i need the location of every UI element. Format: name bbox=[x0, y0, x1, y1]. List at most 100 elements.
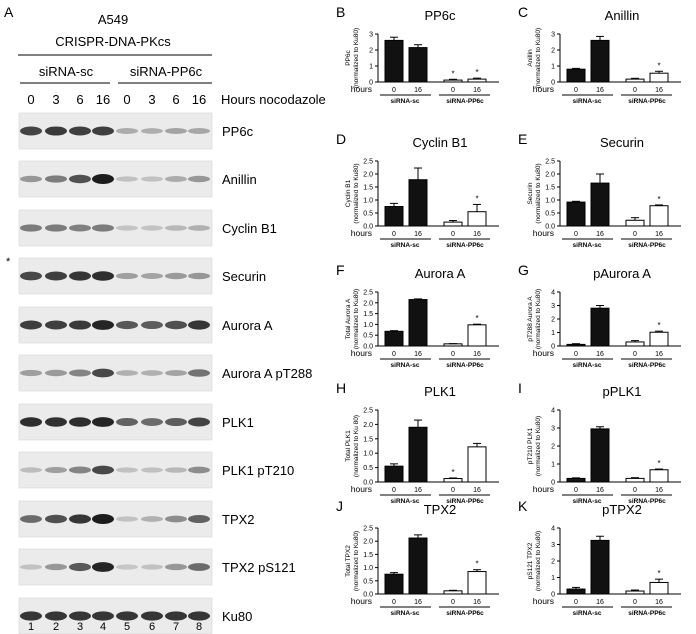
cell-line-label: A549 bbox=[98, 12, 128, 27]
significance-star: * bbox=[475, 314, 478, 323]
blot-band bbox=[165, 515, 187, 523]
blot-band bbox=[45, 417, 67, 427]
bar bbox=[443, 478, 463, 483]
y-tick-label: 4 bbox=[551, 408, 555, 415]
blot-band bbox=[188, 128, 210, 134]
y-tick-label: 1.5 bbox=[363, 185, 373, 192]
y-tick-label: 1.5 bbox=[545, 185, 555, 192]
blot-band bbox=[92, 368, 114, 378]
y-axis-label-line: PP6c bbox=[345, 49, 352, 65]
y-tick-label: 2 bbox=[369, 48, 373, 55]
chart-title: PP6c bbox=[424, 8, 456, 23]
x-tick-label: 16 bbox=[655, 351, 663, 358]
timepoint-label: 6 bbox=[172, 92, 179, 107]
y-axis-label-line: pS121 TPX2 bbox=[527, 542, 534, 579]
bar bbox=[590, 539, 610, 595]
y-tick-label: 0.5 bbox=[363, 333, 373, 340]
y-axis-label-line: (normalized to Ku80) bbox=[535, 163, 542, 223]
blot-label: Securin bbox=[222, 269, 266, 284]
timepoint-label: 3 bbox=[148, 92, 155, 107]
bar bbox=[649, 581, 669, 595]
blot-band bbox=[141, 225, 163, 231]
blot-band bbox=[116, 320, 138, 330]
y-axis-label: pS121 TPX2(normalized to Ku80) bbox=[527, 531, 542, 591]
bar bbox=[384, 330, 404, 347]
y-axis-label: Total Aurora A(normalized to Ku80) bbox=[345, 289, 360, 349]
y-axis-label: Cyclin B1(normalized to Ku80) bbox=[345, 163, 360, 223]
blot-band bbox=[165, 176, 187, 182]
blot-band bbox=[165, 369, 187, 377]
x-group-label: siRNA-sc bbox=[391, 362, 420, 369]
blot-band bbox=[141, 370, 163, 376]
y-axis-label: PP6c(normalized to Ku80) bbox=[345, 28, 360, 88]
bar bbox=[590, 428, 610, 483]
blot-band bbox=[20, 611, 42, 621]
x-group-label: siRNA-sc bbox=[391, 242, 420, 249]
blot-band bbox=[92, 417, 114, 427]
blot-band bbox=[188, 611, 210, 621]
significance-star: * bbox=[657, 569, 660, 578]
blot-band bbox=[45, 611, 67, 621]
significance-star: * bbox=[451, 69, 454, 78]
blot-label: TPX2 bbox=[222, 512, 255, 527]
blot-band bbox=[20, 369, 42, 377]
x-tick-label: 0 bbox=[451, 351, 455, 358]
hours-label: hours bbox=[351, 84, 372, 94]
bar bbox=[649, 72, 669, 83]
blot-strip bbox=[18, 451, 213, 489]
blot-band bbox=[141, 564, 163, 570]
x-tick-label: 0 bbox=[574, 487, 578, 494]
blot-band bbox=[92, 126, 114, 136]
blot-label: PLK1 bbox=[222, 415, 254, 430]
y-tick-label: 0.5 bbox=[545, 211, 555, 218]
bar bbox=[625, 477, 645, 483]
bar bbox=[408, 537, 428, 595]
blot-band bbox=[141, 516, 163, 522]
y-axis-label-line: pT210 PLK1 bbox=[527, 428, 534, 465]
x-group-label: siRNA-PP6c bbox=[628, 610, 666, 617]
blot-band bbox=[45, 514, 67, 524]
blot-band bbox=[69, 320, 91, 330]
x-group-label: siRNA-sc bbox=[391, 98, 420, 105]
blot-band bbox=[92, 320, 114, 330]
panel-letter: F bbox=[336, 262, 345, 278]
x-tick-label: 16 bbox=[596, 351, 604, 358]
y-tick-label: 1.5 bbox=[363, 436, 373, 443]
significance-star: * bbox=[451, 468, 454, 477]
x-tick-label: 0 bbox=[574, 87, 578, 94]
x-tick-label: 16 bbox=[414, 87, 422, 94]
x-tick-label: 0 bbox=[392, 351, 396, 358]
blot-strip bbox=[18, 548, 213, 586]
bar bbox=[443, 343, 463, 347]
panel-letter: B bbox=[336, 4, 345, 20]
significance-star: * bbox=[475, 68, 478, 77]
panel-letter: G bbox=[518, 262, 529, 278]
x-tick-label: 16 bbox=[655, 231, 663, 238]
x-tick-label: 16 bbox=[473, 231, 481, 238]
y-tick-label: 1.5 bbox=[363, 552, 373, 559]
chart-title: pTPX2 bbox=[602, 502, 642, 517]
blot-band bbox=[69, 562, 91, 572]
blot-label: TPX2 pS121 bbox=[222, 560, 296, 575]
blot-band bbox=[45, 271, 67, 281]
blot-band bbox=[45, 224, 67, 232]
bar bbox=[625, 590, 645, 595]
y-tick-label: 2.5 bbox=[545, 159, 555, 166]
x-tick-label: 16 bbox=[414, 231, 422, 238]
y-axis-label-line: Total Aurora A bbox=[345, 298, 352, 339]
panel-letter: H bbox=[336, 380, 346, 396]
bar bbox=[566, 343, 586, 347]
panel-letter-A: A bbox=[4, 4, 14, 20]
panel-letter: K bbox=[518, 498, 528, 514]
bar bbox=[590, 39, 610, 83]
timepoint-label: 16 bbox=[192, 92, 206, 107]
blot-band bbox=[188, 320, 210, 330]
blot-band bbox=[116, 128, 138, 134]
blot-band bbox=[116, 272, 138, 280]
y-axis-label-line: Total PLK1 bbox=[345, 430, 352, 462]
y-tick-label: 1.0 bbox=[363, 451, 373, 458]
blot-band bbox=[165, 225, 187, 231]
chart-title: pAurora A bbox=[593, 266, 651, 281]
significance-star: * bbox=[657, 459, 660, 468]
